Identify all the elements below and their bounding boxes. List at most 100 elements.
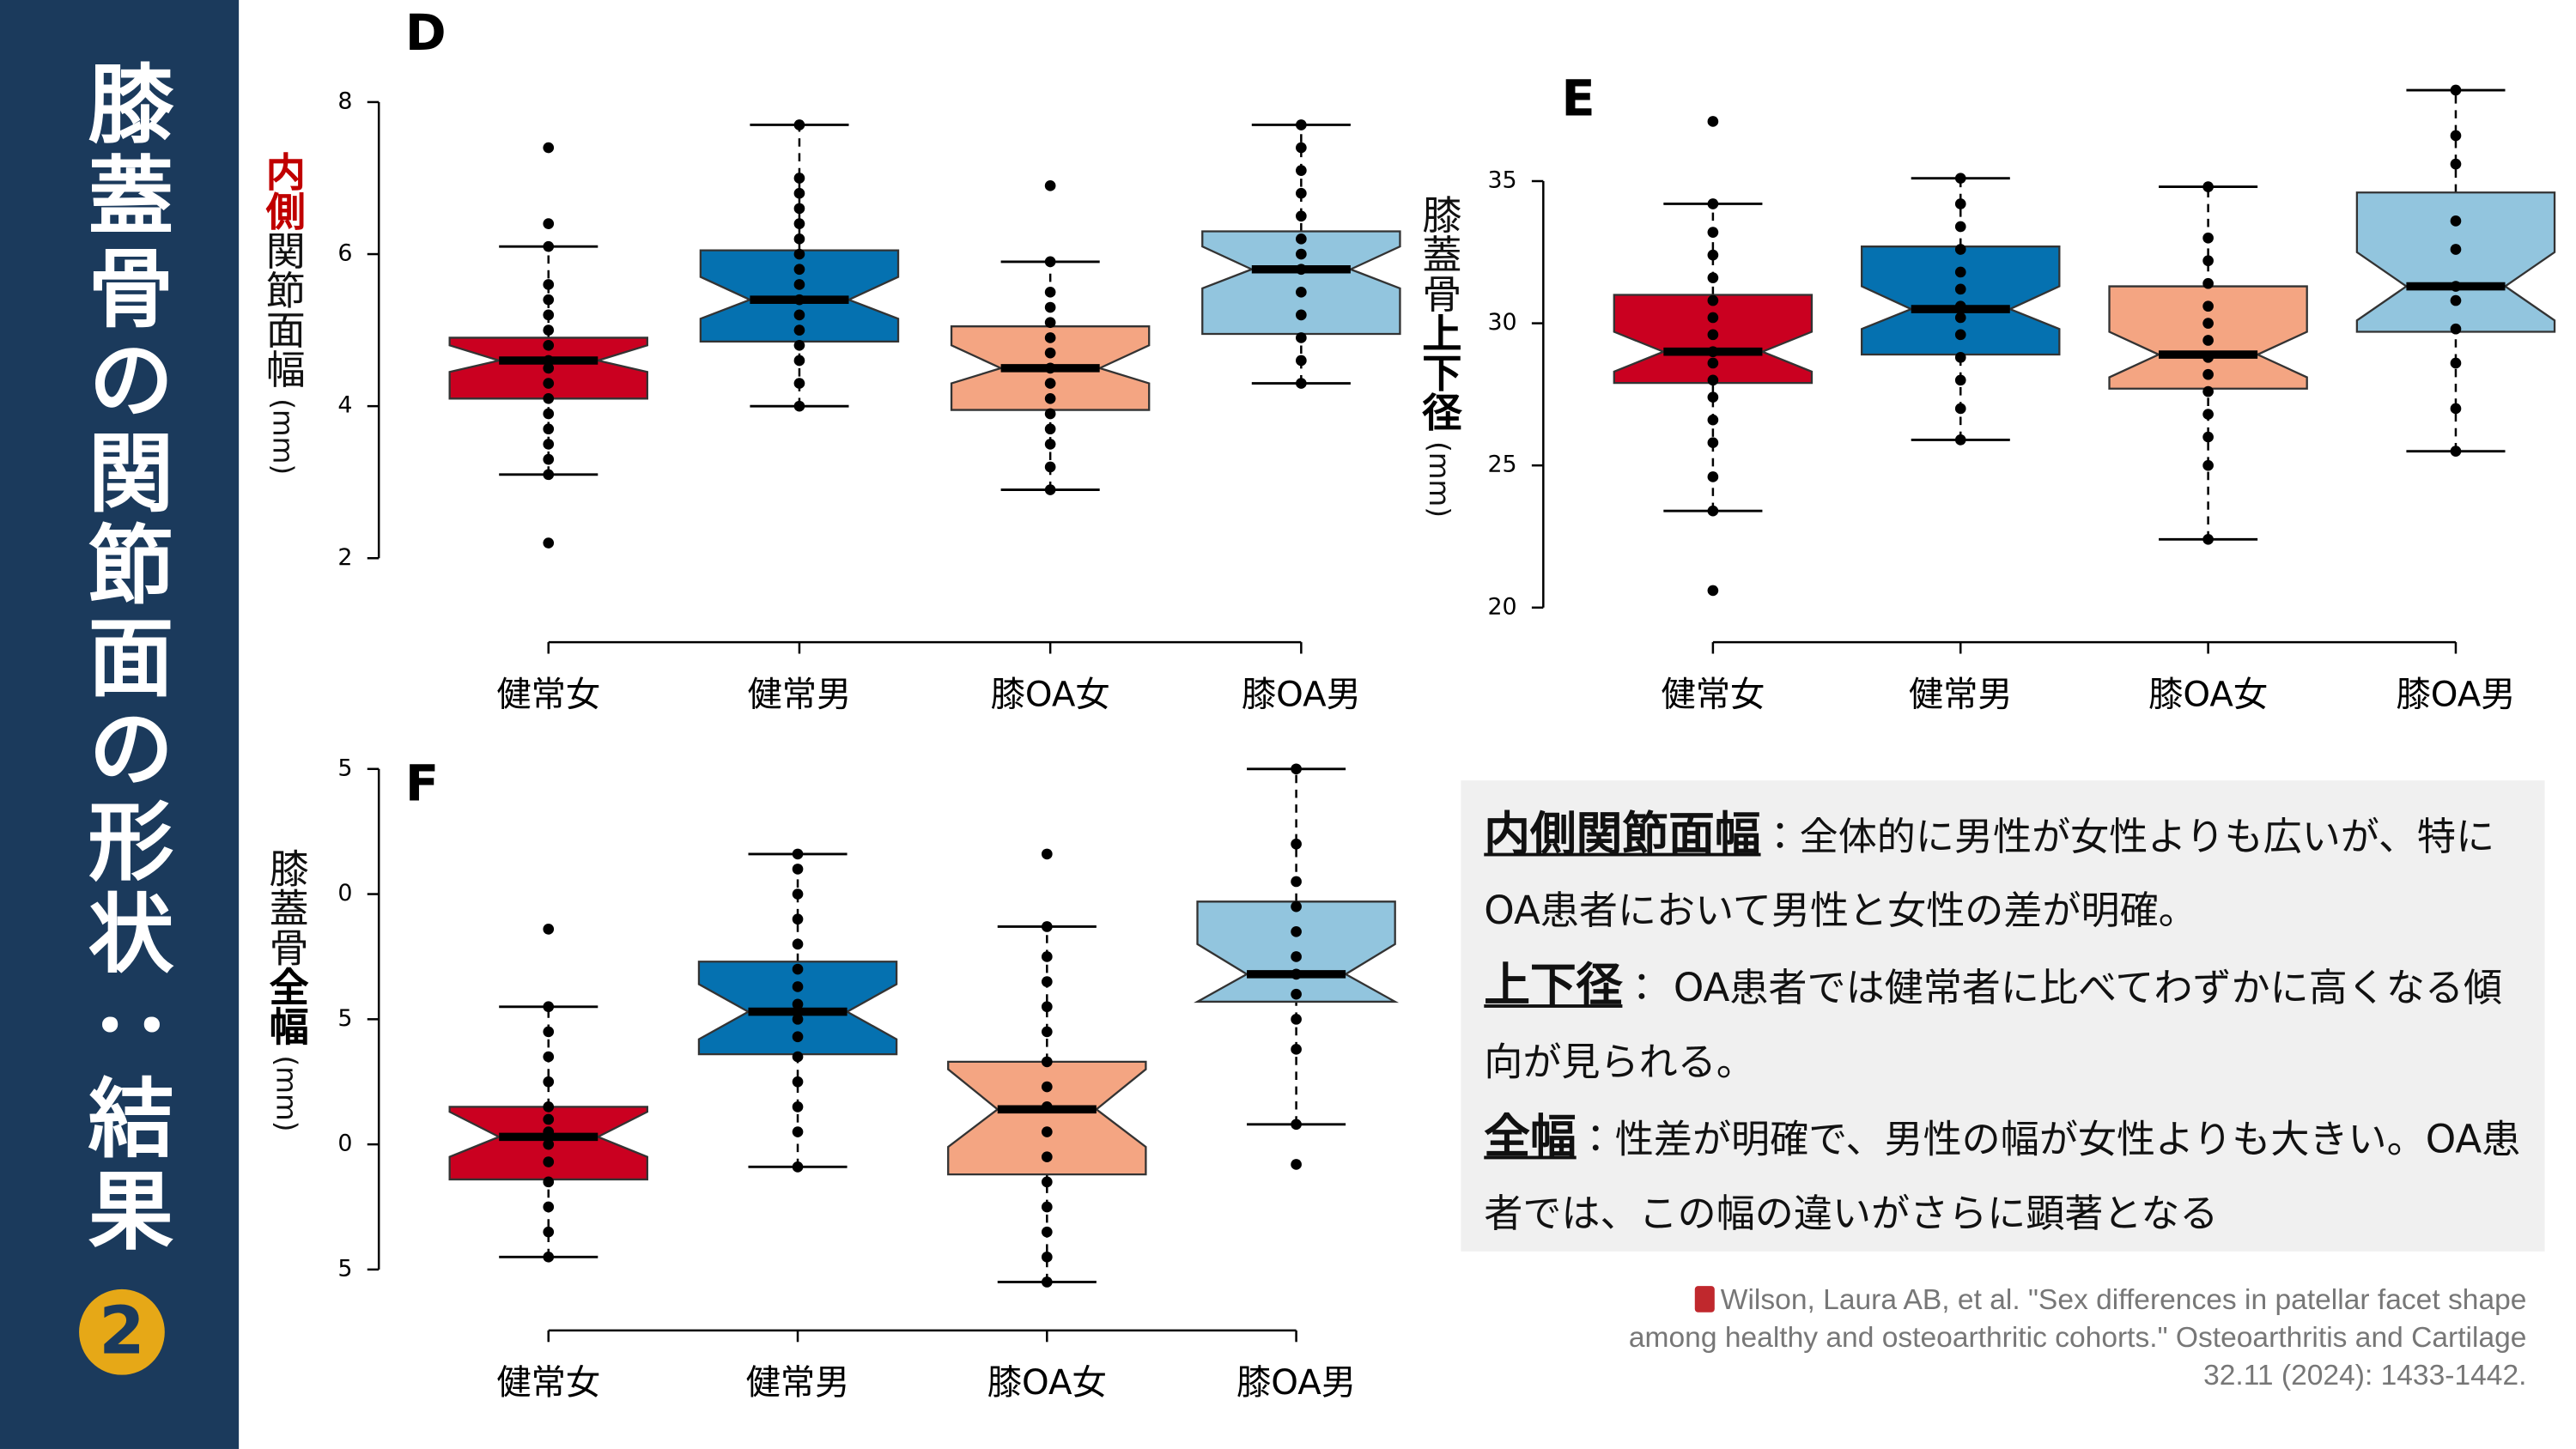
data-point xyxy=(543,309,555,321)
data-point xyxy=(1707,471,1719,482)
data-point xyxy=(793,264,805,276)
data-point xyxy=(1707,198,1719,209)
data-point xyxy=(543,1201,555,1213)
y-axis-label-part: 内側 xyxy=(258,151,305,231)
data-point xyxy=(793,187,805,199)
data-point xyxy=(1296,165,1307,176)
data-point xyxy=(1707,391,1719,403)
data-point xyxy=(543,1138,555,1150)
data-point xyxy=(543,392,555,404)
notched-box xyxy=(947,1060,1147,1176)
data-point xyxy=(793,309,805,321)
data-point xyxy=(2450,84,2462,96)
data-point xyxy=(2450,357,2462,369)
data-point xyxy=(2450,215,2462,227)
y-axis-label: 膝蓋骨上下径 (mm) xyxy=(1415,194,1461,518)
data-point xyxy=(1041,921,1053,932)
data-point xyxy=(1041,976,1053,987)
data-point xyxy=(1296,309,1307,321)
data-point xyxy=(1296,378,1307,389)
citation-line: Wilson, Laura AB, et al. "Sex difference… xyxy=(1629,1281,2526,1319)
badge: 2 xyxy=(79,1288,165,1375)
data-point xyxy=(543,924,555,935)
sidebar: 膝蓋骨の関節面の形状：結果 2 xyxy=(0,0,240,1449)
data-point xyxy=(543,1176,555,1188)
x-tick-label: 膝OA女 xyxy=(2148,675,2268,714)
data-point xyxy=(793,203,805,215)
data-point xyxy=(1041,1026,1053,1038)
notched-box xyxy=(1201,230,1401,336)
y-axis-label: 内側関節面幅 (mm) xyxy=(258,151,305,476)
data-point xyxy=(1707,249,1719,261)
data-point xyxy=(2450,323,2462,335)
data-point xyxy=(1041,1056,1053,1068)
data-point xyxy=(1954,403,1966,415)
data-point xyxy=(1044,392,1056,404)
data-point xyxy=(2450,403,2462,415)
data-point xyxy=(1291,838,1302,850)
y-tick-label: 5 xyxy=(337,1255,352,1282)
summary-term: 上下径 xyxy=(1484,958,1623,1013)
data-point xyxy=(792,864,804,875)
data-point xyxy=(1296,248,1307,260)
data-point xyxy=(1707,374,1719,386)
y-axis-label-part: (mm) xyxy=(268,1055,302,1132)
data-point xyxy=(793,218,805,229)
panel-label: E xyxy=(1561,70,1595,128)
summary-item: 全幅：性差が明確で、男性の幅が女性よりも大きい。OA患者では、この幅の違いがさら… xyxy=(1484,1100,2521,1251)
data-point xyxy=(1291,951,1302,962)
data-point xyxy=(792,1076,804,1088)
x-tick-label: 健常女 xyxy=(496,675,600,714)
data-point xyxy=(543,1251,555,1263)
data-point xyxy=(2202,368,2214,380)
y-tick-label: 0 xyxy=(337,1131,352,1157)
x-tick-label: 膝OA男 xyxy=(1236,1363,1356,1403)
data-point xyxy=(1707,227,1719,238)
y-tick-label: 2 xyxy=(337,544,352,571)
data-point xyxy=(543,378,555,389)
summary-box: 内側関節面幅：全体的に男性が女性よりも広いが、特にOA患者において男性と女性の差… xyxy=(1461,780,2545,1252)
data-point xyxy=(1041,1001,1053,1013)
data-point xyxy=(2202,255,2214,267)
x-tick-label: 膝OA男 xyxy=(1242,675,1361,714)
data-point xyxy=(1954,173,1966,185)
summary-text: ：性差が明確で、男性の幅が女性よりも大きい。OA患者では、この幅の違いがさらに顕… xyxy=(1484,1116,2521,1237)
data-point xyxy=(793,339,805,351)
data-point xyxy=(1044,439,1056,450)
data-point xyxy=(793,400,805,412)
y-axis-label-part: (mm) xyxy=(264,398,299,476)
data-point xyxy=(2450,294,2462,306)
data-point xyxy=(793,233,805,245)
data-point xyxy=(1044,180,1056,191)
data-point xyxy=(1044,286,1056,298)
data-point xyxy=(792,888,804,900)
data-point xyxy=(1954,329,1966,341)
data-point xyxy=(793,173,805,184)
data-point xyxy=(1041,1251,1053,1263)
data-point xyxy=(2202,318,2214,329)
data-point xyxy=(2202,335,2214,346)
data-point xyxy=(1041,1151,1053,1163)
data-point xyxy=(792,998,804,1010)
data-point xyxy=(2450,244,2462,255)
data-point xyxy=(1291,876,1302,888)
notched-box xyxy=(1861,246,2061,356)
data-point xyxy=(792,981,804,992)
data-point xyxy=(1044,484,1056,495)
data-point xyxy=(2450,446,2462,457)
y-tick-label: 0 xyxy=(337,880,352,906)
data-point xyxy=(2202,533,2214,545)
y-tick-label: 5 xyxy=(337,755,352,781)
y-axis-label-part: (mm) xyxy=(1421,441,1455,518)
data-point xyxy=(543,218,555,229)
data-point xyxy=(1291,1014,1302,1025)
data-point xyxy=(1044,317,1056,329)
x-tick-label: 膝OA女 xyxy=(987,1363,1107,1403)
data-point xyxy=(1707,437,1719,449)
data-point xyxy=(543,469,555,481)
data-point xyxy=(1041,1201,1053,1213)
data-point xyxy=(1707,505,1719,517)
